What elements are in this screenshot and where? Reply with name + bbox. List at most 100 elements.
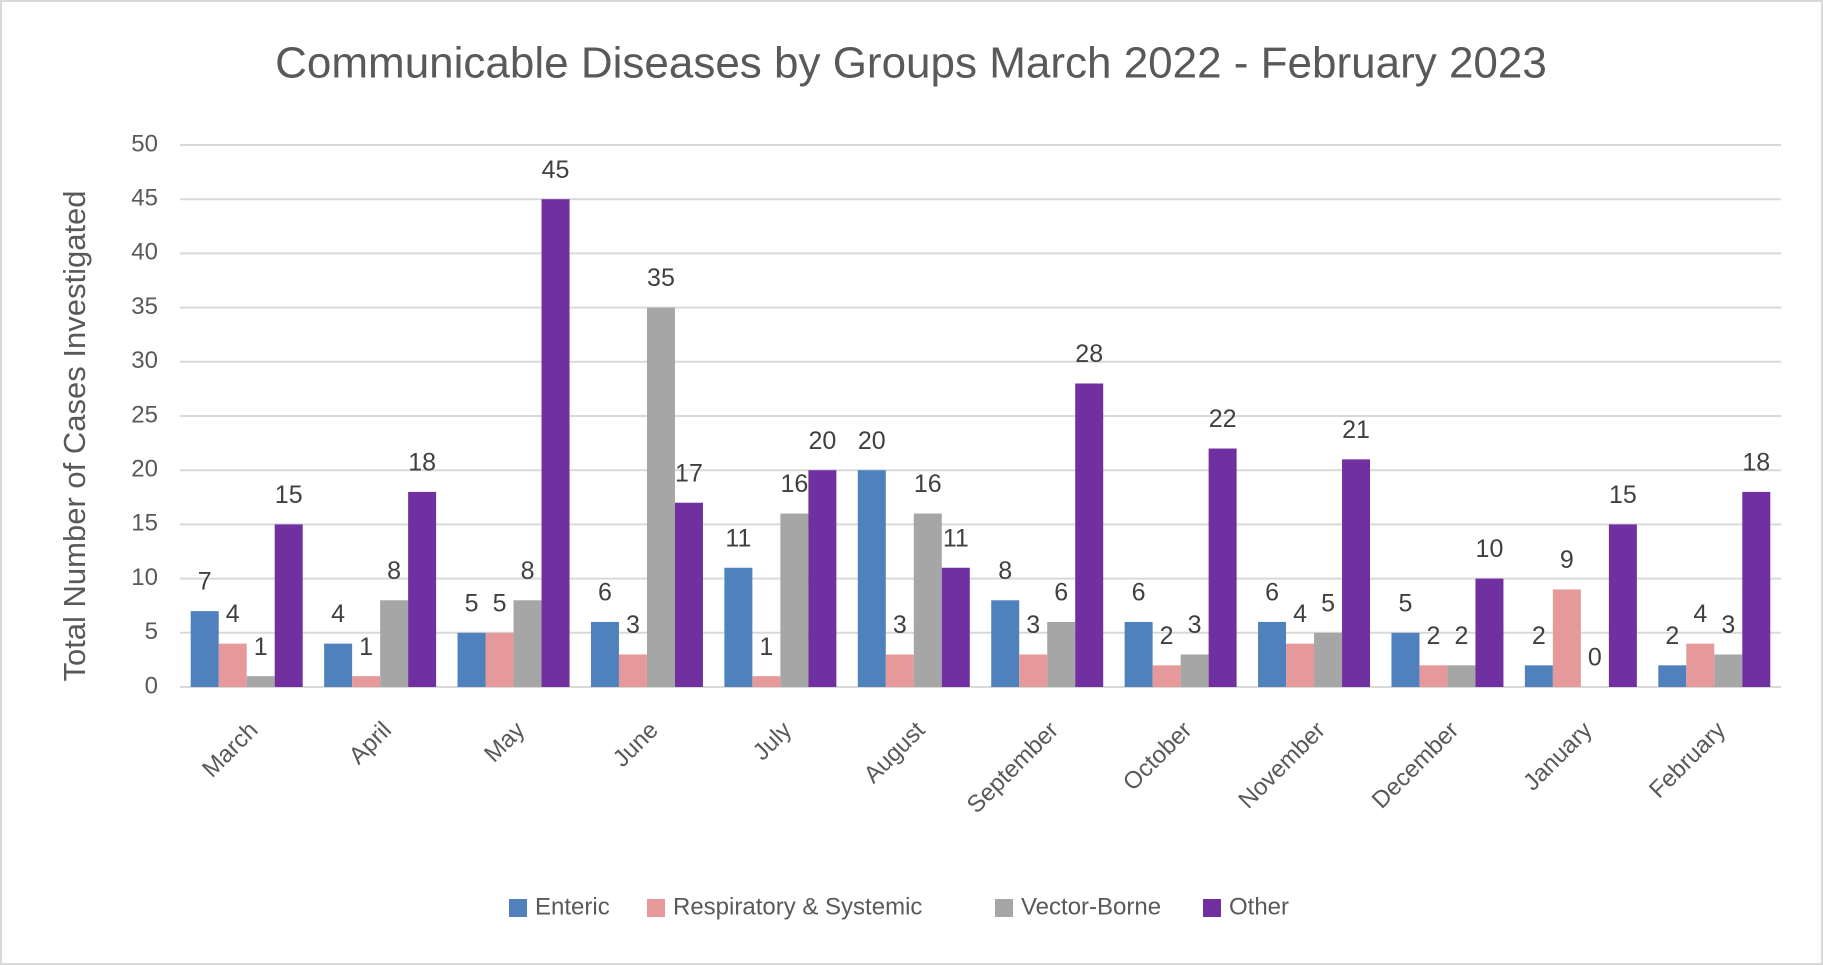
data-label: 20	[858, 427, 886, 455]
data-label: 17	[675, 459, 703, 487]
bar	[1342, 459, 1371, 687]
y-tick-label: 30	[131, 347, 158, 374]
bar	[541, 199, 570, 687]
bar	[1608, 524, 1637, 687]
data-label: 4	[1693, 600, 1707, 628]
data-label: 11	[943, 524, 969, 552]
bar	[380, 600, 409, 687]
bar	[1286, 643, 1315, 687]
bar	[1658, 665, 1687, 687]
y-axis-label: Total Number of Cases Investigated	[57, 190, 92, 681]
bar	[1714, 654, 1743, 687]
data-label: 35	[647, 264, 675, 292]
bar	[913, 513, 942, 687]
data-label: 8	[998, 557, 1012, 585]
bar	[885, 654, 914, 687]
bar	[1314, 632, 1343, 687]
data-label: 0	[1588, 644, 1602, 672]
bar	[1019, 654, 1048, 687]
data-label: 22	[1209, 405, 1237, 433]
data-label: 5	[465, 589, 479, 617]
data-label: 6	[1054, 579, 1068, 607]
data-label: 8	[387, 557, 401, 585]
bar	[674, 502, 703, 687]
legend-label: Respiratory & Systemic	[673, 893, 922, 920]
data-label: 2	[1160, 622, 1174, 650]
data-label: 15	[1609, 481, 1637, 509]
y-tick-label: 0	[145, 672, 158, 699]
data-label: 11	[725, 524, 751, 552]
bar	[513, 600, 542, 687]
bar	[724, 567, 753, 687]
bar	[246, 676, 275, 687]
bar	[941, 567, 970, 687]
y-tick-label: 15	[131, 510, 158, 537]
data-label: 4	[331, 600, 345, 628]
data-label: 16	[780, 470, 808, 498]
bar	[1180, 654, 1209, 687]
bar	[1524, 665, 1553, 687]
data-label: 3	[626, 611, 640, 639]
data-label: 18	[1742, 448, 1770, 476]
bar	[857, 470, 886, 687]
data-label: 2	[1532, 622, 1546, 650]
data-label: 3	[1721, 611, 1735, 639]
data-label: 1	[759, 633, 773, 661]
data-label: 10	[1476, 535, 1504, 563]
data-label: 4	[1293, 600, 1307, 628]
y-tick-label: 10	[131, 564, 158, 591]
bar	[752, 676, 781, 687]
bar	[1742, 491, 1771, 687]
data-label: 6	[1265, 579, 1279, 607]
legend-swatch	[509, 899, 527, 917]
y-tick-label: 45	[131, 185, 158, 212]
data-label: 3	[893, 611, 907, 639]
bar	[991, 600, 1020, 687]
data-label: 5	[1399, 589, 1413, 617]
y-tick-label: 5	[145, 618, 158, 645]
bar	[485, 632, 514, 687]
data-label: 20	[808, 427, 836, 455]
legend-swatch	[647, 899, 665, 917]
data-label: 3	[1026, 611, 1040, 639]
data-label: 5	[1321, 589, 1335, 617]
bar	[618, 654, 647, 687]
data-label: 16	[914, 470, 942, 498]
legend-swatch	[995, 899, 1013, 917]
chart-title: Communicable Diseases by Groups March 20…	[275, 39, 1547, 88]
data-label: 4	[226, 600, 240, 628]
data-label: 6	[598, 579, 612, 607]
legend-label: Other	[1229, 893, 1289, 920]
data-label: 15	[275, 481, 303, 509]
data-label: 7	[198, 568, 212, 596]
data-label: 2	[1665, 622, 1679, 650]
bar	[1152, 665, 1181, 687]
bar	[457, 632, 486, 687]
bar	[1686, 643, 1715, 687]
legend-swatch	[1203, 899, 1221, 917]
bar	[1124, 621, 1153, 687]
y-tick-label: 35	[131, 293, 158, 320]
bar	[1552, 589, 1581, 687]
data-label: 2	[1455, 622, 1469, 650]
y-tick-label: 40	[131, 239, 158, 266]
bar	[1208, 448, 1237, 687]
bar	[1391, 632, 1420, 687]
data-label: 1	[359, 633, 373, 661]
bar	[1258, 621, 1287, 687]
data-label: 9	[1560, 546, 1574, 574]
bar	[1419, 665, 1448, 687]
bar	[218, 643, 247, 687]
bar	[352, 676, 381, 687]
data-label: 5	[493, 589, 507, 617]
data-label: 2	[1427, 622, 1441, 650]
legend-label: Enteric	[535, 893, 610, 920]
bar	[408, 491, 437, 687]
data-label: 18	[408, 448, 436, 476]
bar	[324, 643, 353, 687]
data-label: 8	[521, 557, 535, 585]
bar	[590, 621, 619, 687]
bar	[808, 470, 837, 687]
